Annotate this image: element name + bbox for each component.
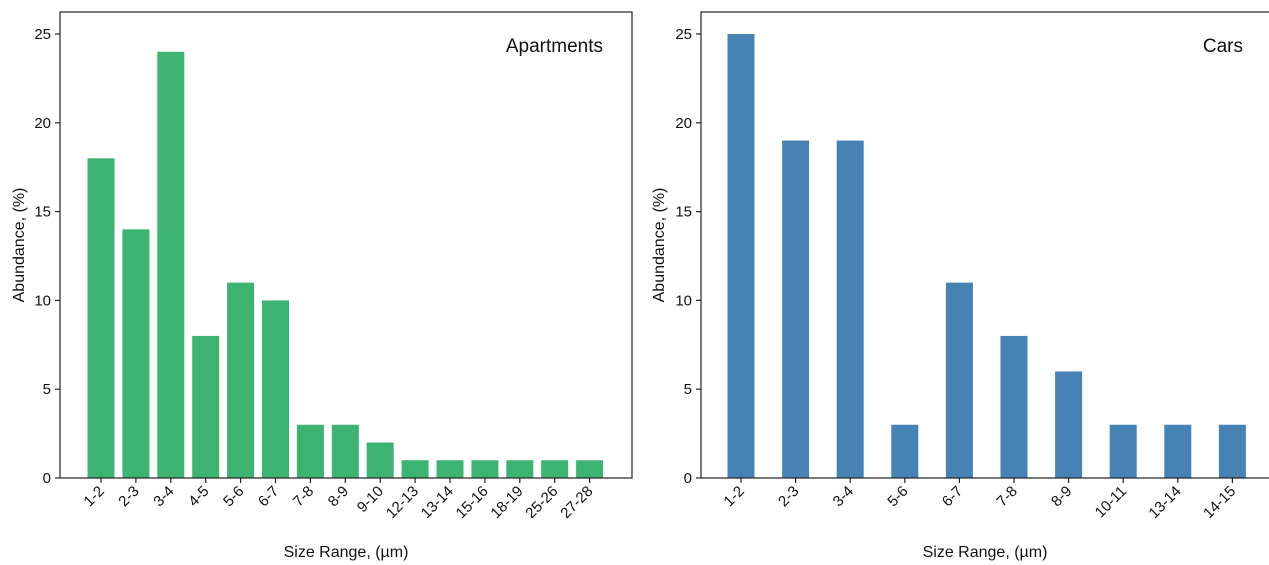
apartments-x-tick-label: 18-19: [487, 483, 526, 522]
apartments-bar-7-8: [296, 424, 324, 478]
cars-y-tick-label: 25: [675, 26, 692, 43]
apartments-x-tick-label: 8-9: [325, 483, 352, 510]
cars-bar-3-4: [836, 140, 864, 478]
apartments-bar-12-13: [401, 460, 429, 478]
apartments-x-tick-label: 4-5: [185, 483, 212, 510]
apartments-y-tick-label: 15: [34, 204, 51, 221]
cars-plot-frame: [700, 11, 1269, 479]
cars-x-tick-label: 10-11: [1092, 483, 1130, 521]
apartments-y-tick-label: 10: [34, 292, 51, 309]
apartments-bar-6-7: [262, 300, 289, 478]
apartments-x-tick-label: 1-2: [80, 483, 107, 510]
cars-bar-10-11: [1109, 424, 1137, 478]
apartments-bar-4-5: [192, 335, 220, 478]
apartments-x-tick-label: 2-3: [115, 483, 142, 510]
apartments-bars: [87, 51, 604, 478]
apartments-bar-3-4: [157, 51, 185, 478]
cars-panel: 0 5 10 15 20 25 1-2 2-3 3-4 5-6 6-7 7-8 8-9 10-11 13-…: [651, 11, 1269, 561]
cars-y-tick-label: 10: [675, 292, 692, 309]
apartments-x-tick-label: 25-26: [522, 483, 561, 522]
apartments-x-tick-label: 12-13: [383, 483, 422, 522]
apartments-x-axis-label: Size Range, (µm): [284, 544, 409, 561]
cars-x-tick-label: 14-15: [1200, 483, 1239, 522]
cars-x-tick-label: 1-2: [720, 483, 747, 510]
apartments-x-tick-label: 15-16: [453, 483, 492, 522]
cars-bar-1-2: [727, 34, 755, 478]
apartments-bar-5-6: [227, 282, 255, 478]
cars-panel-title: Cars: [1203, 36, 1243, 57]
cars-x-tick-label: 6-7: [939, 483, 966, 510]
apartments-y-axis-ticks: 0 5 10 15 20 25: [34, 26, 60, 487]
cars-x-tick-label: 13-14: [1145, 483, 1184, 522]
cars-bar-2-3: [782, 140, 810, 478]
apartments-y-tick-label: 20: [34, 115, 51, 132]
apartments-plot-frame: [59, 11, 633, 479]
cars-y-axis-label: Abundance, (%): [651, 188, 668, 303]
cars-bar-13-14: [1164, 424, 1192, 478]
apartments-bar-13-14: [436, 460, 464, 478]
cars-x-tick-label: 3-4: [830, 483, 857, 510]
apartments-y-tick-label: 5: [43, 381, 51, 398]
apartments-bar-8-9: [331, 424, 359, 478]
cars-y-tick-label: 5: [684, 381, 692, 398]
cars-x-tick-label: 7-8: [993, 483, 1020, 510]
apartments-bar-15-16: [471, 460, 499, 478]
cars-bars: [727, 34, 1246, 478]
apartments-panel-title: Apartments: [506, 36, 603, 57]
cars-y-tick-label: 0: [684, 470, 692, 487]
apartments-bar-1-2: [87, 158, 115, 478]
apartments-x-tick-label: 9-10: [354, 483, 387, 516]
cars-x-tick-label: 2-3: [775, 483, 802, 510]
cars-bar-6-7: [945, 282, 973, 478]
apartments-bar-18-19: [506, 460, 534, 478]
cars-y-axis-ticks: 0 5 10 15 20 25: [675, 26, 701, 487]
cars-x-axis-label: Size Range, (µm): [923, 544, 1048, 561]
apartments-x-tick-label: 3-4: [150, 483, 177, 510]
cars-x-tick-label: 8-9: [1048, 483, 1075, 510]
cars-x-tick-label: 5-6: [884, 483, 911, 510]
apartments-x-tick-label: 7-8: [290, 483, 317, 510]
apartments-x-tick-label: 5-6: [220, 483, 247, 510]
cars-bar-7-8: [1000, 335, 1028, 478]
cars-x-axis-ticks: 1-2 2-3 3-4 5-6 6-7 7-8 8-9 10-11 13-14 14-15: [720, 478, 1239, 522]
apartments-bar-9-10: [366, 442, 394, 478]
cars-bar-8-9: [1055, 371, 1083, 478]
apartments-x-tick-label: 13-14: [418, 483, 457, 522]
apartments-x-axis-ticks: 1-2 2-3 3-4 4-5 5-6 6-7 7-8 8-9 9-1012-1313-1415…: [80, 478, 596, 522]
apartments-x-tick-label: 6-7: [255, 483, 282, 510]
cars-y-tick-label: 15: [675, 204, 692, 221]
cars-bar-14-15: [1218, 424, 1246, 478]
apartments-x-tick-label: 27-28: [557, 483, 596, 522]
apartments-y-tick-label: 25: [34, 26, 51, 43]
apartments-bar-25-26: [541, 460, 569, 478]
cars-bar-5-6: [891, 424, 919, 478]
cars-y-tick-label: 20: [675, 115, 692, 132]
apartments-bar-2-3: [122, 229, 150, 478]
apartments-bar-27-28: [576, 460, 604, 478]
apartments-y-axis-label: Abundance, (%): [11, 188, 28, 303]
apartments-y-tick-label: 0: [43, 470, 51, 487]
